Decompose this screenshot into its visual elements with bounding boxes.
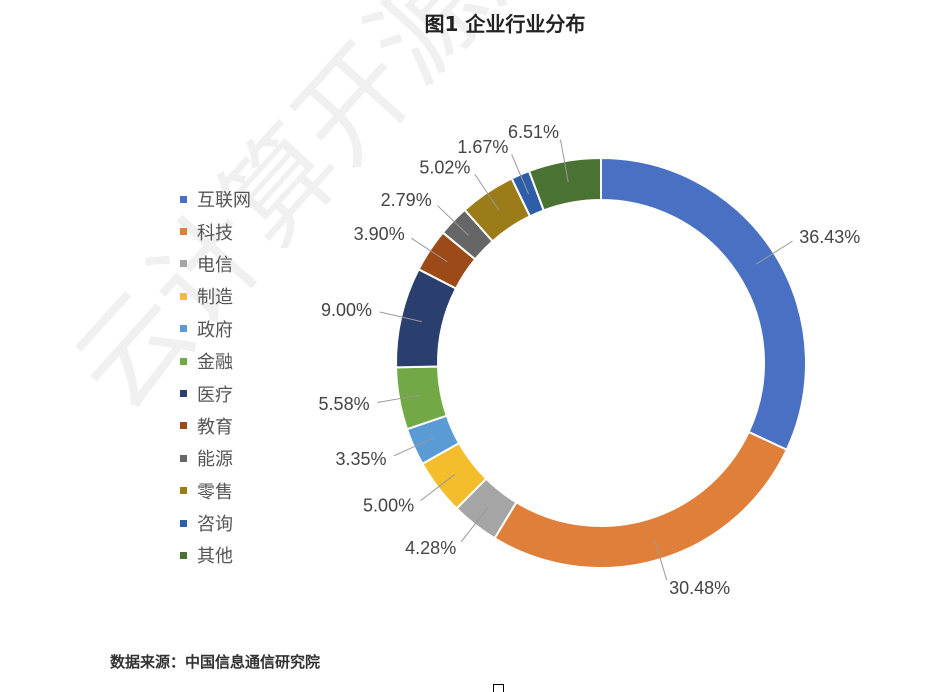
- legend-label: 金融: [197, 352, 233, 374]
- legend-swatch: [180, 422, 187, 430]
- leader-line-1: [653, 538, 668, 581]
- data-label-8: 2.79%: [381, 190, 432, 210]
- legend-label: 科技: [197, 222, 233, 244]
- legend-item: 其他: [180, 539, 251, 571]
- legend-swatch: [180, 487, 187, 495]
- legend-label: 电信: [197, 254, 233, 276]
- data-label-11: 6.51%: [508, 122, 559, 142]
- data-label-7: 3.90%: [354, 224, 405, 244]
- legend-swatch: [180, 454, 187, 462]
- legend-item: 电信: [180, 248, 251, 280]
- legend-item: 教育: [180, 410, 251, 442]
- legend-item: 能源: [180, 442, 251, 474]
- leader-line-4: [393, 437, 434, 457]
- leader-line-0: [755, 240, 793, 265]
- legend-item: 金融: [180, 345, 251, 377]
- leader-line-5: [377, 394, 420, 404]
- leader-line-8: [437, 205, 469, 236]
- legend-swatch: [180, 325, 187, 333]
- data-label-6: 9.00%: [321, 300, 372, 320]
- legend-swatch: [180, 195, 187, 203]
- data-label-2: 4.28%: [405, 538, 456, 558]
- legend-item: 政府: [180, 313, 251, 345]
- data-label-0: 36.43%: [799, 227, 860, 247]
- leader-line-10: [511, 154, 529, 195]
- legend-label: 制造: [197, 287, 233, 309]
- data-label-9: 5.02%: [419, 158, 470, 178]
- legend-label: 零售: [197, 481, 233, 503]
- legend-label: 医疗: [197, 384, 233, 406]
- legend-label: 政府: [197, 319, 233, 341]
- legend-swatch: [180, 357, 187, 365]
- legend-swatch: [180, 551, 187, 559]
- leader-line-2: [460, 507, 489, 543]
- legend-label: 其他: [197, 546, 233, 568]
- data-label-3: 5.00%: [363, 495, 414, 515]
- leader-line-7: [411, 237, 448, 263]
- data-label-10: 1.67%: [457, 137, 508, 157]
- chart-title: 图1 企业行业分布: [424, 12, 586, 36]
- legend-label: 能源: [197, 449, 233, 471]
- cursor-icon: [493, 684, 504, 692]
- legend-label: 咨询: [197, 514, 233, 536]
- legend-item: 咨询: [180, 507, 251, 539]
- legend-swatch: [180, 519, 187, 527]
- data-source-note: 数据来源：中国信息通信研究院: [110, 653, 321, 671]
- legend-item: 医疗: [180, 377, 251, 409]
- leader-line-11: [560, 139, 569, 183]
- donut-slice-11: [527, 156, 602, 212]
- legend-item: 科技: [180, 215, 251, 247]
- legend-item: 互联网: [180, 183, 251, 215]
- data-label-5: 5.58%: [319, 394, 370, 414]
- legend-swatch: [180, 260, 187, 268]
- legend-item: 制造: [180, 280, 251, 312]
- donut-slice-1: [493, 430, 789, 569]
- legend-item: 零售: [180, 475, 251, 507]
- legend-label: 互联网: [197, 190, 251, 212]
- data-label-1: 30.48%: [669, 578, 730, 598]
- data-label-4: 3.35%: [335, 449, 386, 469]
- legend: 互联网科技电信制造政府金融医疗教育能源零售咨询其他: [180, 183, 251, 572]
- donut-slice-0: [600, 156, 807, 452]
- legend-swatch: [180, 390, 187, 398]
- leader-line-6: [379, 311, 422, 323]
- legend-label: 教育: [197, 416, 233, 438]
- leader-line-9: [474, 173, 500, 211]
- legend-swatch: [180, 228, 187, 236]
- leader-line-3: [420, 474, 455, 502]
- legend-swatch: [180, 292, 187, 300]
